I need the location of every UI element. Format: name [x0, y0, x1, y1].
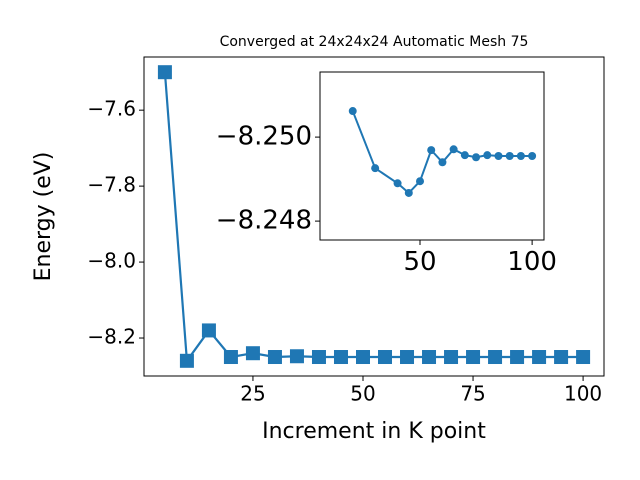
- marker: [179, 353, 194, 368]
- marker: [449, 145, 458, 154]
- marker: [393, 179, 402, 188]
- axes-frame: [319, 71, 545, 241]
- marker: [505, 152, 514, 160]
- x-tick-label: 25: [240, 382, 265, 406]
- x-axis-label: Increment in K point: [262, 419, 486, 444]
- y-tick-label: −8.2: [87, 325, 136, 349]
- x-tick-label: 75: [460, 382, 485, 406]
- y-tick-label: −8.248: [216, 206, 312, 236]
- marker: [516, 152, 525, 160]
- marker: [416, 177, 425, 186]
- marker: [348, 107, 357, 116]
- marker: [488, 350, 503, 365]
- x-tick-label: 50: [403, 247, 436, 277]
- marker: [510, 350, 525, 365]
- marker: [438, 158, 447, 167]
- marker: [404, 188, 413, 197]
- marker: [427, 146, 436, 155]
- y-tick-label: −8.0: [87, 249, 136, 273]
- y-tick-label: −7.8: [87, 173, 136, 197]
- marker: [355, 350, 370, 365]
- y-tick-label: −8.250: [216, 122, 312, 152]
- marker: [333, 350, 348, 365]
- marker: [378, 350, 393, 365]
- marker: [576, 350, 591, 365]
- marker: [528, 152, 537, 160]
- marker: [371, 164, 380, 173]
- marker: [554, 350, 569, 365]
- plot: [348, 107, 537, 197]
- marker: [267, 350, 282, 365]
- x-tick-label: 100: [564, 382, 602, 406]
- marker: [422, 350, 437, 365]
- x-tick-label: 50: [350, 382, 375, 406]
- marker: [311, 350, 326, 365]
- x-tick-label: 100: [507, 247, 557, 277]
- y-tick-label: −7.6: [87, 97, 136, 121]
- marker: [460, 151, 469, 160]
- marker: [483, 151, 492, 160]
- chart-title: Converged at 24x24x24 Automatic Mesh 75: [220, 34, 529, 50]
- marker: [157, 65, 172, 80]
- marker: [400, 350, 415, 365]
- marker: [245, 346, 260, 361]
- marker: [494, 152, 503, 160]
- y-axis-label: Energy (eV): [31, 152, 56, 282]
- marker: [289, 349, 304, 364]
- marker: [201, 323, 216, 338]
- plot: [157, 65, 591, 368]
- marker: [444, 350, 459, 365]
- axes-frame: [143, 56, 605, 377]
- marker: [466, 350, 481, 365]
- marker: [472, 153, 481, 162]
- marker: [532, 350, 547, 365]
- marker: [223, 350, 238, 365]
